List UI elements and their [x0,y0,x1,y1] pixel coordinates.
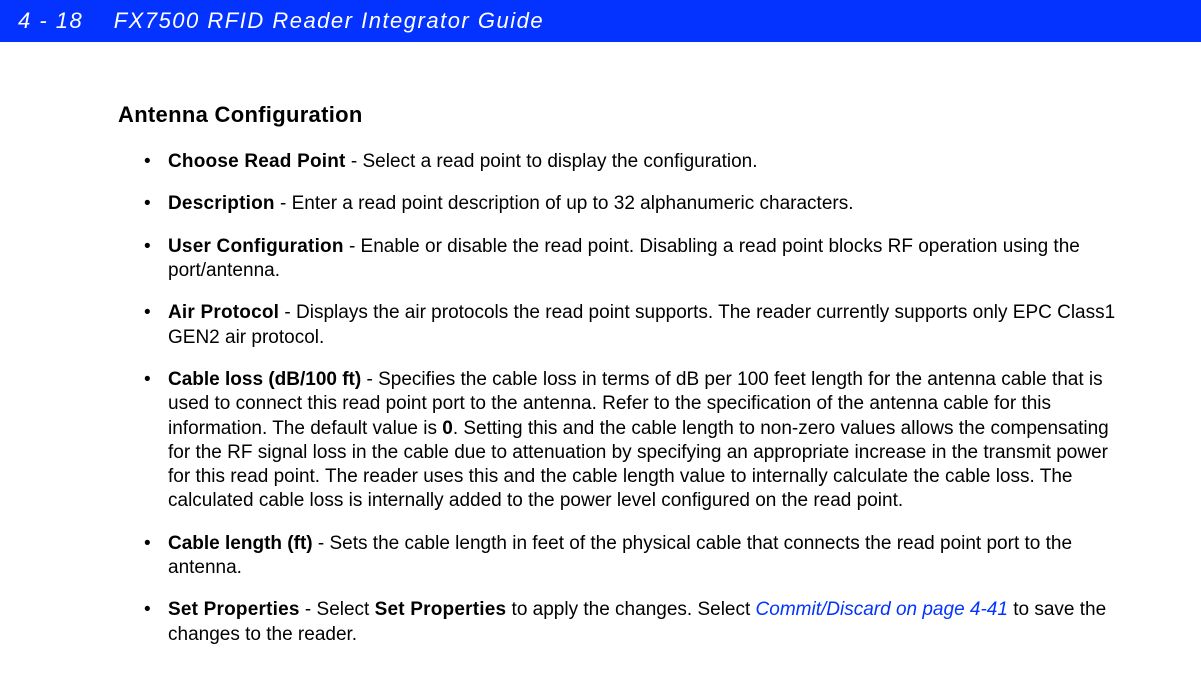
list-item: Air Protocol - Displays the air protocol… [168,301,1131,350]
item-body-mid: to apply the changes. Select [506,599,755,620]
list-item: Set Properties - Select Set Properties t… [168,598,1131,647]
header-text: 4 - 18 FX7500 RFID Reader Integrator Gui… [18,8,544,34]
list-item: User Configuration - Enable or disable t… [168,235,1131,284]
term-label: Cable length (ft) [168,533,313,554]
inline-bold-value: 0 [442,418,453,439]
term-label: Set Properties [168,599,300,620]
inline-bold-label: Set Properties [375,599,507,620]
list-item: Cable loss (dB/100 ft) - Specifies the c… [168,368,1131,514]
bullet-list: Choose Read Point - Select a read point … [118,150,1131,647]
doc-title: FX7500 RFID Reader Integrator Guide [114,8,544,33]
list-item: Choose Read Point - Select a read point … [168,150,1131,174]
term-label: Cable loss (dB/100 ft) [168,369,361,390]
list-item: Description - Enter a read point descrip… [168,192,1131,216]
item-body-pre: - Select [300,599,375,620]
item-body: - Select a read point to display the con… [346,151,758,172]
page-number: 4 - 18 [18,8,83,33]
term-label: Description [168,193,275,214]
list-item: Cable length (ft) - Sets the cable lengt… [168,532,1131,581]
term-label: Air Protocol [168,302,279,323]
section-title: Antenna Configuration [118,102,1131,128]
term-label: User Configuration [168,236,344,257]
term-label: Choose Read Point [168,151,346,172]
cross-reference-link[interactable]: Commit/Discard on page 4-41 [756,599,1008,620]
item-body: - Displays the air protocols the read po… [168,302,1115,347]
item-body: - Enter a read point description of up t… [275,193,854,214]
content-area: Antenna Configuration Choose Read Point … [0,42,1201,685]
page-header: 4 - 18 FX7500 RFID Reader Integrator Gui… [0,0,1201,42]
